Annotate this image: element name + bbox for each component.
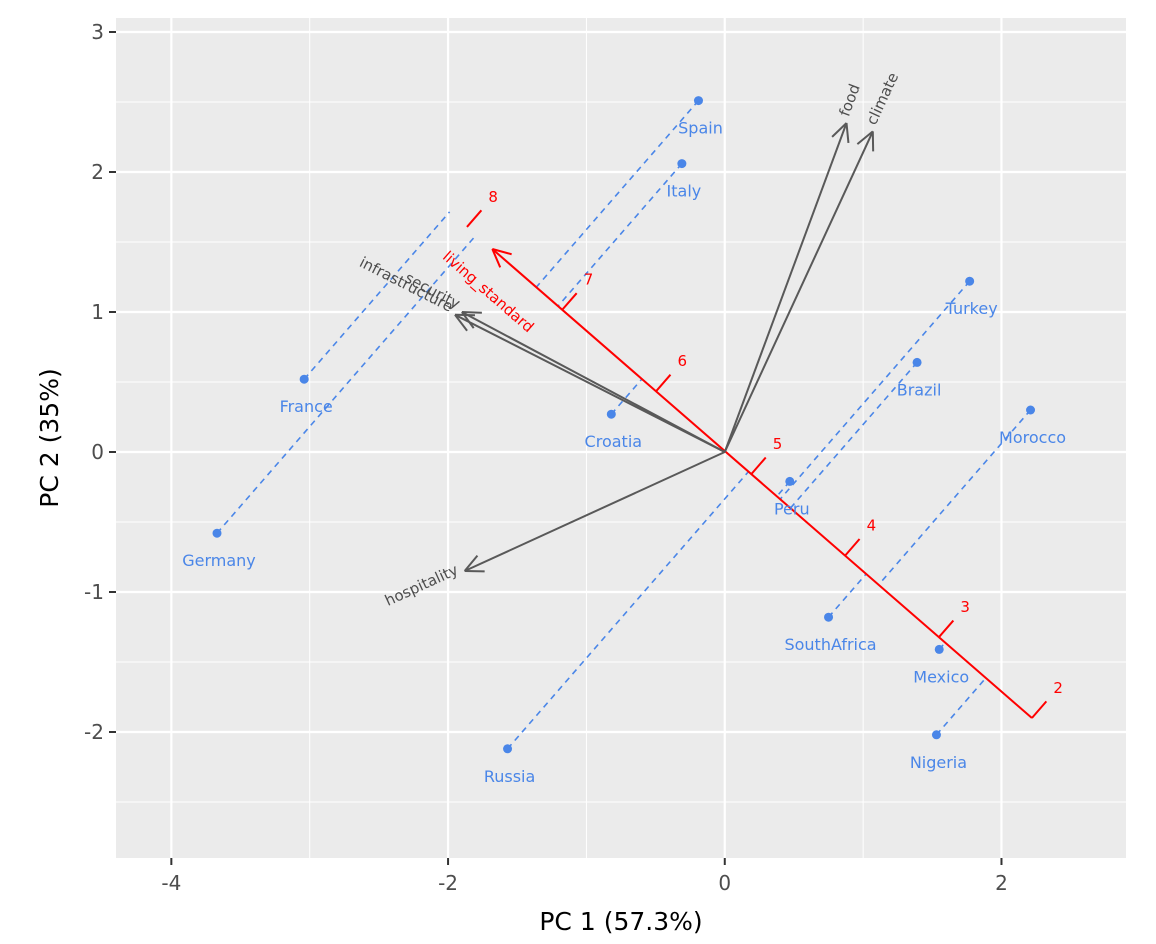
calibrated-axis-tick — [1031, 700, 1048, 719]
grid-minor — [116, 18, 1126, 858]
loading-arrow — [723, 130, 874, 453]
projection-line — [610, 378, 643, 415]
plot-panel — [116, 18, 1126, 858]
point-label: Peru — [774, 499, 810, 518]
loading-arrowhead — [461, 311, 482, 314]
calibrated-axis-tick-label: 6 — [678, 352, 688, 370]
calibrated-axis-tick-label: 3 — [960, 598, 970, 616]
x-tick-label: 2 — [995, 871, 1008, 895]
projection-lines — [216, 100, 1032, 750]
y-tick-label: 0 — [91, 440, 104, 464]
point-label: Germany — [182, 551, 256, 570]
calibrated-axis-tick-label: 7 — [584, 271, 594, 289]
loading-arrowhead — [463, 554, 479, 572]
x-tick-label: -4 — [161, 871, 181, 895]
point-label: Italy — [667, 182, 702, 201]
calibrated-axis-line — [491, 248, 1033, 719]
point-label: Turkey — [945, 299, 998, 318]
data-point — [212, 528, 222, 538]
point-label: France — [280, 397, 333, 416]
grid-major — [116, 18, 1126, 858]
projection-line — [878, 409, 1032, 586]
projection-line — [935, 677, 987, 736]
data-point — [503, 744, 513, 754]
calibrated-axis-tick — [844, 538, 861, 557]
calibrated-axis-tick — [938, 619, 955, 638]
projection-line — [557, 163, 683, 307]
x-axis-title: PC 1 (57.3%) — [539, 907, 702, 936]
data-point — [785, 476, 795, 486]
loading-arrow — [461, 311, 726, 453]
calibrated-axis-tick — [561, 292, 578, 311]
loading-arrow — [723, 122, 848, 453]
calibrated-axis-tick-label: 4 — [867, 516, 877, 534]
calibrated-axis-arrowhead — [492, 248, 512, 256]
data-point — [1026, 405, 1036, 415]
loading-arrow — [464, 451, 726, 572]
axes: -4 -2 0 2 -2 -1 0 1 2 3 — [84, 20, 1008, 895]
y-tick-label: -2 — [84, 720, 104, 744]
projection-line — [535, 100, 700, 288]
loading-arrowhead — [454, 314, 468, 332]
point-label: Russia — [484, 767, 535, 786]
point-label: Nigeria — [910, 753, 967, 772]
data-point — [606, 409, 616, 419]
data-point — [299, 374, 309, 384]
calibrated-axis-tick — [655, 374, 672, 392]
loading-arrowhead — [856, 130, 874, 145]
data-point — [824, 612, 834, 622]
loading-arrowhead — [461, 311, 475, 329]
point-label: Spain — [678, 119, 723, 138]
data-point — [934, 644, 944, 654]
y-tick-label: -1 — [84, 580, 104, 604]
x-tick-label: 0 — [718, 871, 731, 895]
y-tick-label: 3 — [91, 20, 104, 44]
y-axis-title: PC 2 (35%) — [35, 368, 64, 507]
data-point — [693, 96, 703, 106]
calibrated-axis-tick — [466, 209, 483, 228]
x-tick-label: -2 — [438, 871, 458, 895]
projection-line — [303, 211, 451, 380]
data-point — [912, 357, 922, 367]
calibrated-axis-arrowhead — [491, 248, 502, 268]
loading-arrowhead — [845, 122, 850, 144]
y-tick-label: 1 — [91, 300, 104, 324]
projection-line — [779, 280, 971, 500]
point-label: Brazil — [897, 380, 942, 399]
data-point — [965, 276, 975, 286]
calibrated-axis-tick — [750, 456, 767, 475]
point-label: Croatia — [585, 432, 643, 451]
calibrated-axis-tick-label: 8 — [488, 188, 498, 206]
point-label: Mexico — [913, 667, 969, 686]
loading-arrowhead — [831, 122, 848, 138]
point-label: Morocco — [999, 428, 1066, 447]
projection-line — [827, 573, 867, 618]
data-point — [931, 730, 941, 740]
calibrated-axis-tick-label: 5 — [773, 435, 783, 453]
y-tick-label: 2 — [91, 160, 104, 184]
point-label: SouthAfrica — [784, 635, 876, 654]
data-point — [677, 159, 687, 169]
observation-points: Spain Italy Turkey Brazil France Morocco Croat… — [182, 96, 1066, 786]
calibrated-axis-tick-label: 2 — [1053, 679, 1063, 697]
